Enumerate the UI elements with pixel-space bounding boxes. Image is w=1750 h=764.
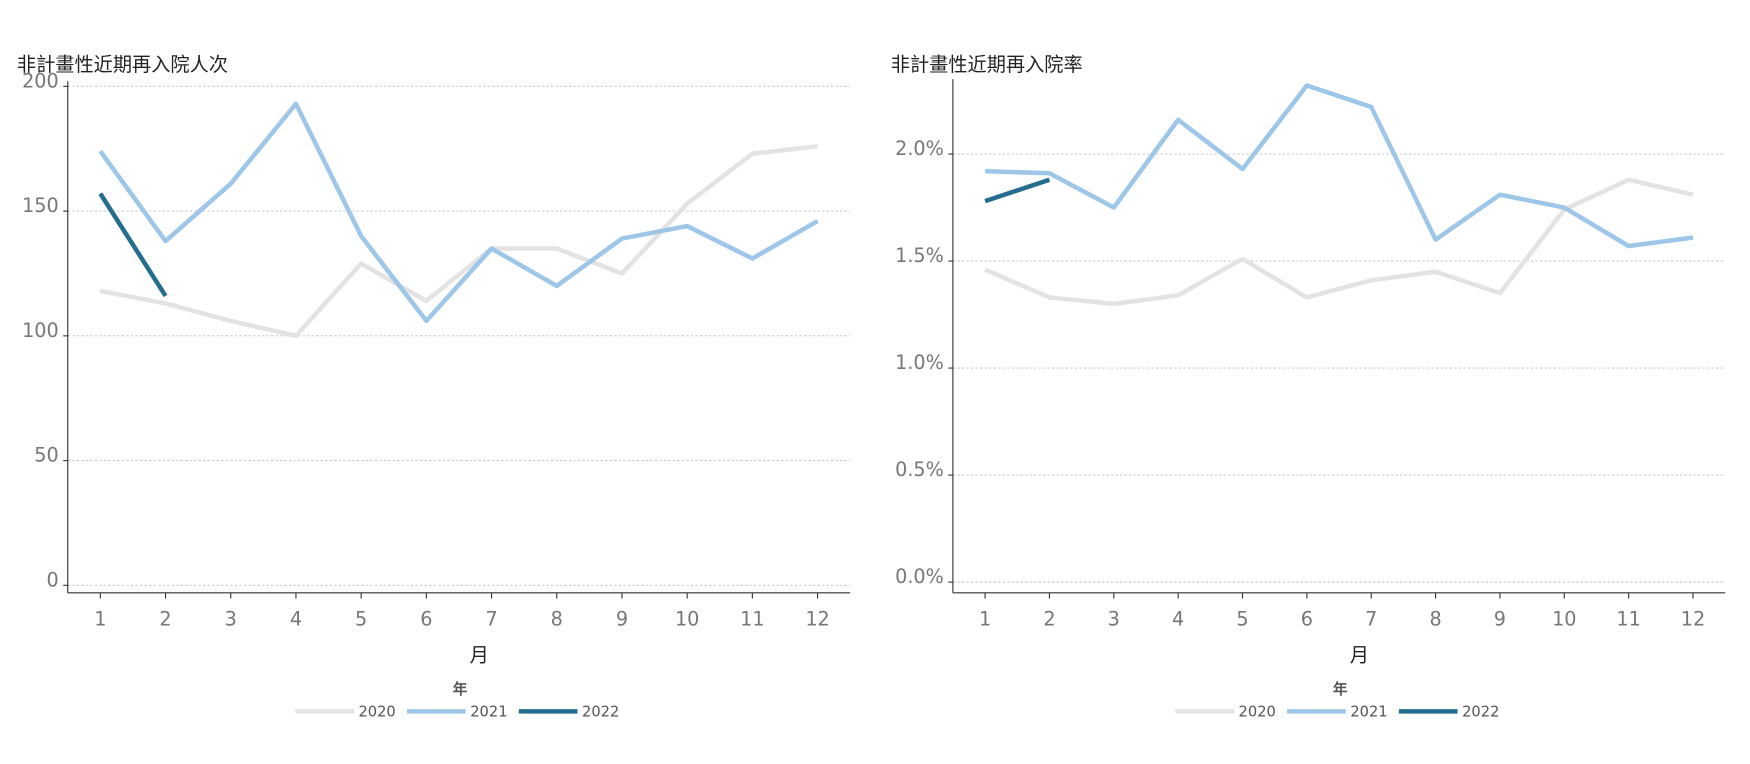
x-tick-label: 7 <box>1365 607 1377 630</box>
legend-label: 2021 <box>1350 704 1387 721</box>
x-tick-label: 2 <box>1043 607 1055 630</box>
y-tick-label: 1.5% <box>895 244 944 267</box>
x-tick-label: 7 <box>485 607 497 630</box>
series-line <box>98 192 168 298</box>
x-tick-label: 5 <box>355 607 367 630</box>
series-line <box>98 101 819 324</box>
x-tick-label: 6 <box>1301 607 1313 630</box>
x-tick-label: 1 <box>979 607 991 630</box>
x-tick-label: 9 <box>616 607 628 630</box>
x-tick-label: 6 <box>420 607 432 630</box>
x-tick-label: 1 <box>94 607 106 630</box>
y-tick-label: 50 <box>34 444 58 467</box>
legend-label: 2022 <box>582 704 619 721</box>
x-tick-label: 4 <box>290 607 302 630</box>
x-tick-label: 4 <box>1172 607 1184 630</box>
y-tick-label: 0.0% <box>895 565 944 588</box>
x-tick-label: 3 <box>1108 607 1120 630</box>
y-tick-label: 100 <box>22 319 59 342</box>
chart-title: 非計畫性近期再入院率 <box>891 53 1083 76</box>
x-tick-label: 3 <box>225 607 237 630</box>
x-tick-label: 8 <box>1429 607 1441 630</box>
x-tick-label: 9 <box>1494 607 1506 630</box>
y-tick-label: 0.5% <box>895 458 944 481</box>
legend-title: 年 <box>453 680 468 698</box>
series-line <box>984 177 1051 204</box>
x-tick-label: 12 <box>1681 607 1705 630</box>
y-tick-label: 1.0% <box>895 351 944 374</box>
y-tick-label: 200 <box>22 69 59 92</box>
x-tick-label: 10 <box>675 607 699 630</box>
x-axis-label: 月 <box>470 644 489 667</box>
series-line <box>99 143 818 339</box>
legend-label: 2020 <box>358 704 395 721</box>
x-tick-label: 8 <box>551 607 563 630</box>
x-tick-label: 11 <box>1616 607 1640 630</box>
legend-label: 2020 <box>1239 704 1276 721</box>
y-tick-label: 2.0% <box>895 137 944 160</box>
legend-title: 年 <box>1333 680 1348 698</box>
x-tick-label: 11 <box>740 607 764 630</box>
y-tick-label: 0 <box>46 568 58 591</box>
series-line <box>985 83 1694 249</box>
series-line <box>984 177 1694 307</box>
x-tick-label: 10 <box>1552 607 1576 630</box>
chart-title: 非計畫性近期再入院人次 <box>17 53 228 76</box>
y-tick-label: 150 <box>22 194 59 217</box>
x-tick-label: 12 <box>805 607 829 630</box>
x-tick-label: 2 <box>159 607 171 630</box>
x-axis-label: 月 <box>1350 644 1369 667</box>
legend-label: 2022 <box>1462 704 1499 721</box>
x-tick-label: 5 <box>1236 607 1248 630</box>
legend-label: 2021 <box>470 704 507 721</box>
